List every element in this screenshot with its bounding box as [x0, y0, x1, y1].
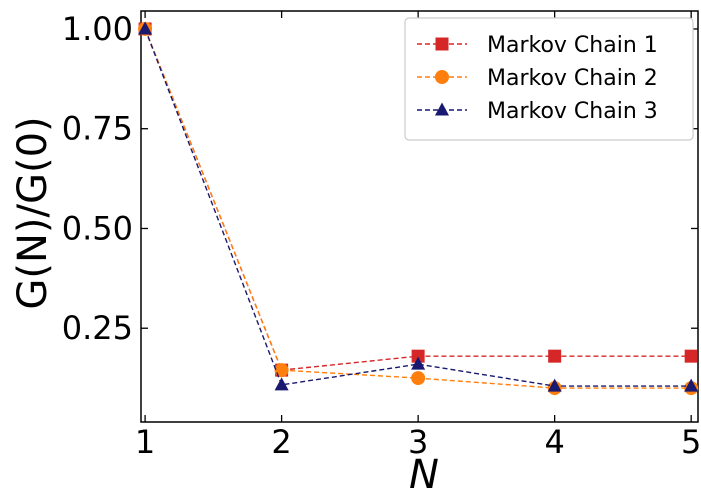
y-tick-label: 0.25 — [62, 309, 133, 347]
x-tick-label: 5 — [681, 423, 701, 461]
data-point — [138, 21, 153, 35]
legend-marker — [435, 102, 449, 116]
x-tick-label: 2 — [271, 423, 291, 461]
legend-item-3: Markov Chain 3 — [417, 99, 658, 124]
legend-item-1: Markov Chain 1 — [417, 33, 658, 58]
legend-label: Markov Chain 2 — [487, 66, 658, 91]
series-3 — [138, 21, 699, 392]
legend-label: Markov Chain 1 — [487, 33, 658, 58]
series-layer — [138, 21, 699, 396]
data-point — [274, 377, 289, 391]
y-axis: 1.00 0.75 0.50 0.25 — [62, 10, 698, 347]
data-point — [411, 356, 426, 370]
y-tick-label: 1.00 — [62, 10, 133, 48]
y-tick-label: 0.50 — [62, 209, 133, 247]
data-point — [547, 378, 562, 392]
x-tick-label: 1 — [135, 423, 155, 461]
data-point — [274, 363, 289, 378]
x-axis: 1 2 3 4 5 — [135, 11, 701, 461]
x-tick-label: 4 — [544, 423, 564, 461]
x-tick-label: 3 — [408, 423, 428, 461]
x-axis-title: N — [409, 452, 439, 498]
legend: Markov Chain 1 Markov Chain 2 Markov Chain… — [404, 17, 694, 141]
data-point — [684, 378, 699, 392]
data-point — [411, 349, 425, 363]
legend-item-2: Markov Chain 2 — [417, 66, 658, 91]
legend-label: Markov Chain 3 — [487, 99, 658, 124]
legend-marker — [435, 70, 449, 84]
legend-marker — [435, 37, 449, 51]
data-point — [684, 349, 698, 363]
plot-frame — [140, 10, 699, 423]
data-point — [548, 349, 562, 363]
data-point — [411, 371, 426, 386]
y-axis-title: G(N)/G(0) — [10, 116, 56, 309]
y-tick-label: 0.75 — [62, 110, 133, 148]
legend-box — [404, 17, 694, 141]
